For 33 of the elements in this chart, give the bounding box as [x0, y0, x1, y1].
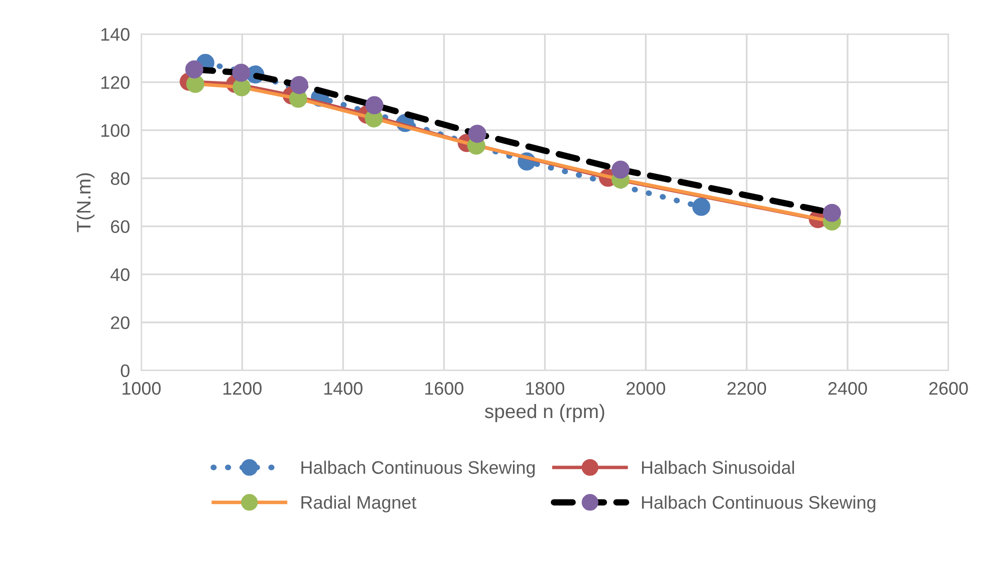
y-tick-label: 140 — [101, 28, 130, 41]
x-axis-title: speed n (rpm) — [484, 404, 604, 422]
point — [692, 198, 710, 216]
point — [612, 160, 630, 179]
point — [185, 60, 204, 78]
x-tick-label: 1600 — [425, 382, 464, 395]
x-tick-label: 2400 — [828, 382, 867, 395]
y-tick-label: 60 — [111, 220, 130, 234]
point — [232, 78, 251, 96]
y-tick-label: 20 — [111, 316, 130, 330]
x-tick-label: 1200 — [223, 382, 262, 395]
x-tick-label: 1800 — [526, 382, 564, 395]
point — [290, 76, 308, 94]
point — [186, 74, 204, 93]
legend-label: Halbach Continuous Skewing — [642, 496, 876, 512]
point — [232, 64, 250, 82]
y-tick-label: 100 — [101, 124, 130, 137]
x-tick-label: 2600 — [929, 382, 968, 395]
x-tick-label: 1000 — [122, 382, 161, 395]
point — [468, 124, 486, 143]
point — [822, 204, 841, 222]
legend-label: Halbach Sinusoidal — [642, 460, 794, 474]
y-tick-label: 80 — [110, 172, 130, 185]
legend-label: Halbach Continuous Skewing — [301, 460, 535, 478]
legend-label: Radial Magnet — [301, 496, 416, 512]
y-tick-label: 120 — [101, 76, 130, 89]
x-tick-label: 1400 — [324, 382, 362, 395]
point — [365, 96, 384, 114]
y-tick-label: 0 — [120, 364, 130, 378]
y-tick-label: 40 — [110, 268, 130, 282]
x-tick-label: 2000 — [626, 382, 666, 395]
x-tick-label: 2200 — [728, 382, 766, 395]
y-axis-title: T(N.m) — [76, 173, 94, 232]
